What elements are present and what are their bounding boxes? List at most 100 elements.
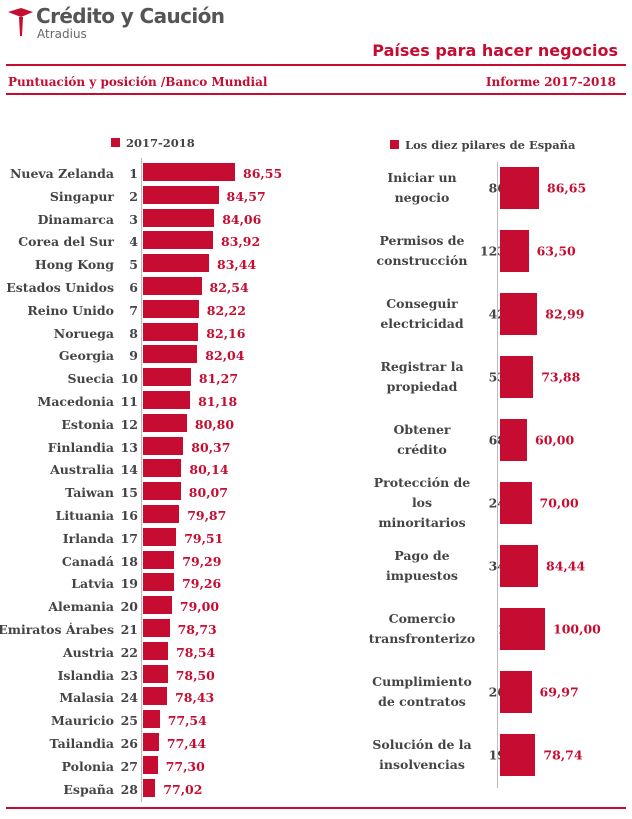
pillar-label: Comercio transfronterizo xyxy=(368,611,476,646)
table-row: Malasia 24 78,43 xyxy=(0,687,320,709)
table-row: Polonia 27 77,30 xyxy=(0,755,320,778)
ranking-bar xyxy=(143,368,191,387)
value-label: 82,54 xyxy=(209,280,249,295)
footer-rule xyxy=(6,807,626,809)
country-label: Estados Unidos xyxy=(6,280,114,295)
page-title: Países para hacer negocios xyxy=(372,41,618,60)
rank-label: 25 xyxy=(120,713,138,729)
ranking-bar xyxy=(143,436,184,455)
value-label: 77,54 xyxy=(167,713,207,729)
value-label: 78,50 xyxy=(175,667,215,683)
table-row: Singapur 2 84,57 xyxy=(0,185,320,208)
ranking-bar xyxy=(143,641,169,660)
pillar-bar xyxy=(500,230,529,272)
ranking-bar xyxy=(143,755,158,774)
ranking-bar xyxy=(143,596,172,615)
rank-label: 19 xyxy=(120,576,138,592)
rank-label: 18 xyxy=(120,553,138,569)
rank-label: 22 xyxy=(120,644,138,660)
pillars-axis-line xyxy=(497,162,498,788)
pillar-label: Conseguir electricidad xyxy=(380,296,464,331)
table-row: Estados Unidos 6 82,54 xyxy=(0,277,320,299)
ranking-bar xyxy=(143,299,199,318)
pillar-bar xyxy=(500,356,534,398)
value-label: 77,02 xyxy=(163,781,203,797)
rank-label: 7 xyxy=(129,302,138,318)
brand-subname: Atradius xyxy=(37,27,87,41)
ranking-bar xyxy=(143,733,159,751)
ranking-bar xyxy=(143,687,168,706)
value-label: 80,37 xyxy=(191,439,231,455)
pillar-value-label: 84,44 xyxy=(546,558,586,574)
table-row: España 28 77,02 xyxy=(0,778,320,801)
ranking-bar xyxy=(143,391,191,409)
pillar-label: Iniciar un negocio xyxy=(387,170,457,205)
pillar-label: Solución de la insolvencias xyxy=(372,737,472,772)
pillar-row: Solución de la insolvencias 19 78,74 xyxy=(370,727,630,783)
value-label: 78,54 xyxy=(176,644,216,660)
value-label: 79,26 xyxy=(182,576,222,592)
country-label: Suecia xyxy=(67,371,114,387)
pillar-label: Cumplimiento de contratos xyxy=(372,674,472,709)
table-row: Tailandia 26 77,44 xyxy=(0,733,320,755)
header-rule xyxy=(6,64,626,66)
country-label: Malasia xyxy=(59,690,114,706)
value-label: 82,04 xyxy=(205,348,245,364)
pillar-row: Obtener crédito 68 60,00 xyxy=(370,412,630,468)
rank-label: 2 xyxy=(129,188,138,204)
country-label: Alemania xyxy=(48,599,114,615)
value-label: 79,87 xyxy=(187,508,227,523)
ranking-bar xyxy=(143,550,175,569)
value-label: 80,80 xyxy=(194,416,235,432)
rank-label: 10 xyxy=(120,371,138,387)
pillar-bar xyxy=(500,608,545,650)
country-label: Hong Kong xyxy=(34,257,114,273)
pillar-row: Comercio transfronterizo1100,00 xyxy=(368,601,630,657)
rank-label: 8 xyxy=(129,325,138,341)
legend-swatch xyxy=(111,138,120,147)
legend-swatch xyxy=(390,140,399,149)
country-label: Georgia xyxy=(58,348,114,364)
table-row: Suecia 10 81,27 xyxy=(0,368,320,390)
table-row: Islandia 23 78,50 xyxy=(0,664,320,687)
table-row: Alemania 20 79,00 xyxy=(0,596,320,618)
country-label: Corea del Sur xyxy=(18,234,114,250)
value-label: 80,14 xyxy=(189,462,229,478)
pillar-bar xyxy=(500,545,538,587)
rank-label: 15 xyxy=(120,485,138,501)
pillar-value-label: 69,97 xyxy=(539,684,579,700)
value-label: 78,73 xyxy=(177,622,217,637)
country-label: Islandia xyxy=(57,667,114,683)
value-label: 86,55 xyxy=(243,166,283,181)
pillar-bar xyxy=(500,167,539,209)
rank-label: 13 xyxy=(120,439,138,455)
rank-label: 24 xyxy=(120,690,138,706)
pillar-value-label: 100,00 xyxy=(553,621,601,637)
ranking-bar xyxy=(143,322,199,341)
pillar-bar xyxy=(500,419,527,461)
pillar-row: Iniciar un negocio 86 86,65 xyxy=(370,160,630,216)
table-row: Latvia 19 79,26 xyxy=(0,573,320,595)
brand-name: Crédito y Caución xyxy=(36,4,225,28)
country-label: Noruega xyxy=(53,325,114,341)
country-label: España xyxy=(63,781,114,797)
value-label: 82,16 xyxy=(206,325,246,341)
table-row: Emiratos Árabes 21 78,73 xyxy=(0,619,320,641)
ranking-bar xyxy=(143,710,160,729)
pillar-label: Registrar la propiedad xyxy=(380,359,464,394)
country-label: Estonia xyxy=(61,416,114,432)
ranking-bar xyxy=(143,459,182,478)
ranking-bar xyxy=(143,664,168,683)
table-row: Macedonia 11 81,18 xyxy=(0,391,320,413)
ranking-bar xyxy=(143,163,235,181)
pillar-value-label: 60,00 xyxy=(535,432,575,448)
country-label: Irlanda xyxy=(62,530,114,546)
pillar-row: Pago de impuestos 34 84,44 xyxy=(370,538,630,594)
table-row: Irlanda 17 79,51 xyxy=(0,527,320,550)
country-label: Canadá xyxy=(61,553,114,569)
rank-label: 28 xyxy=(120,781,138,797)
pillar-row: Protección de los minoritarios 24 70,00 xyxy=(370,475,630,531)
pillar-value-label: 73,88 xyxy=(541,369,581,385)
rank-label: 16 xyxy=(120,508,138,523)
pillar-bar xyxy=(500,671,532,713)
